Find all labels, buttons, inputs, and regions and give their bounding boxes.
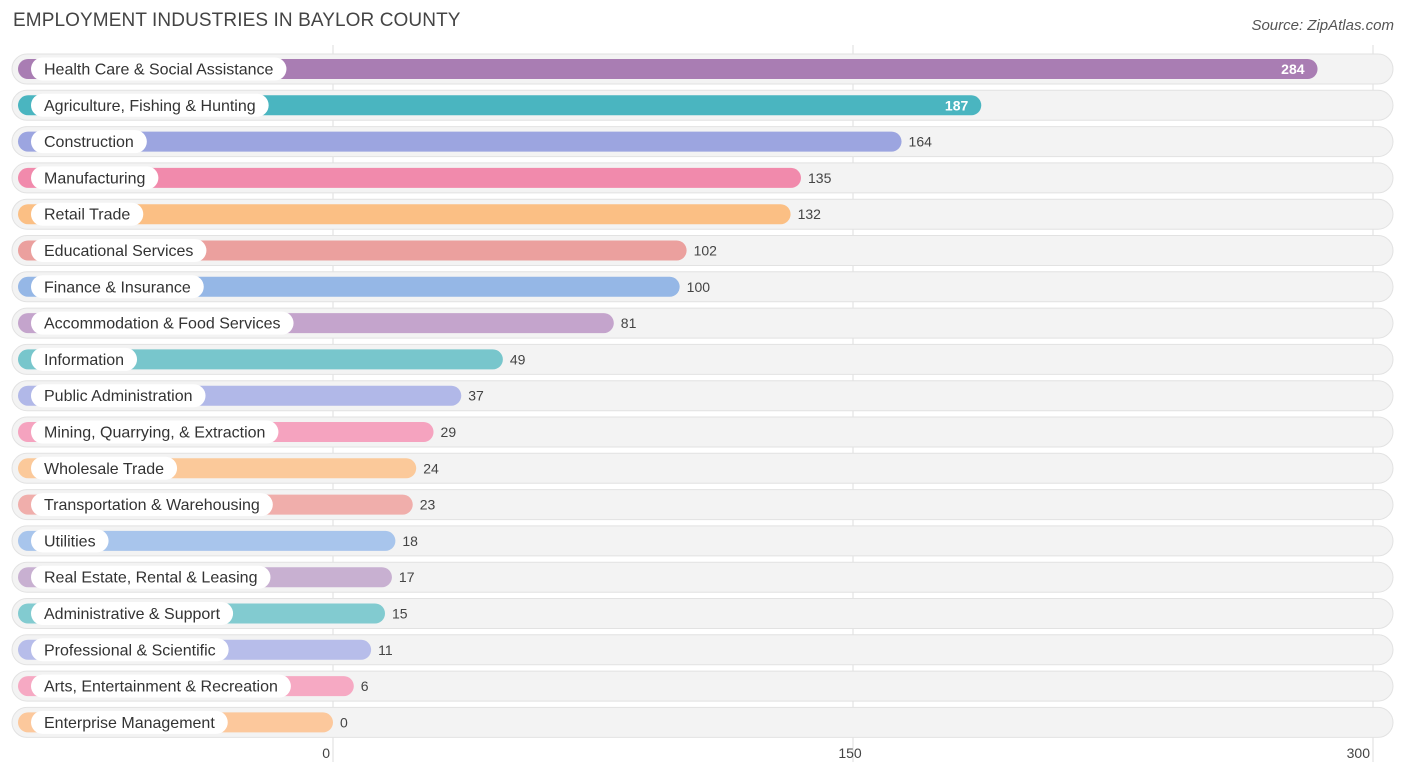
label-pill bbox=[31, 57, 287, 81]
bar bbox=[18, 131, 902, 152]
value-label: 17 bbox=[399, 569, 415, 585]
category-label: Public Administration bbox=[44, 388, 193, 405]
category-label: Wholesale Trade bbox=[44, 461, 164, 478]
category-label: Enterprise Management bbox=[44, 715, 215, 732]
bar bbox=[18, 530, 396, 551]
label-pill bbox=[31, 202, 144, 226]
bar-row: Public Administration 37 bbox=[11, 380, 1394, 412]
value-label: 15 bbox=[392, 606, 408, 622]
bar-row: Transportation & Warehousing 23 bbox=[11, 489, 1394, 521]
bar-row: Agriculture, Fishing & Hunting 187 bbox=[11, 89, 1394, 121]
category-label: Professional & Scientific bbox=[44, 642, 216, 659]
category-label: Mining, Quarrying, & Extraction bbox=[44, 425, 265, 442]
value-label: 29 bbox=[441, 424, 457, 440]
bar bbox=[18, 204, 791, 225]
tick-label: 0 bbox=[322, 745, 330, 761]
category-label: Accommodation & Food Services bbox=[44, 316, 281, 333]
bar-row: Information 49 bbox=[11, 343, 1394, 375]
value-label: 11 bbox=[378, 642, 393, 658]
value-label: 187 bbox=[945, 97, 969, 113]
bar-row: Manufacturing 135 bbox=[11, 162, 1394, 194]
bar-row: Administrative & Support 15 bbox=[11, 598, 1394, 629]
chart-source: Source: ZipAtlas.com bbox=[1251, 17, 1394, 34]
label-pill bbox=[31, 347, 138, 371]
tick-label: 150 bbox=[838, 745, 862, 761]
bar-row: Real Estate, Rental & Leasing 17 bbox=[11, 561, 1394, 593]
row-track bbox=[11, 670, 1394, 702]
category-label: Real Estate, Rental & Leasing bbox=[44, 570, 257, 587]
bar-row: Arts, Entertainment & Recreation 6 bbox=[11, 670, 1394, 702]
category-label: Transportation & Warehousing bbox=[44, 497, 260, 514]
value-label: 102 bbox=[694, 243, 718, 259]
category-label: Retail Trade bbox=[44, 207, 130, 224]
bar-row: Utilities 18 bbox=[11, 525, 1394, 557]
bar-row: Accommodation & Food Services 81 bbox=[11, 307, 1394, 339]
value-label: 6 bbox=[361, 678, 369, 694]
label-pill bbox=[31, 239, 207, 262]
label-pill bbox=[31, 493, 273, 517]
bar-row: Educational Services 102 bbox=[11, 235, 1394, 266]
bar bbox=[18, 59, 1318, 79]
value-label: 24 bbox=[423, 460, 439, 476]
category-label: Agriculture, Fishing & Hunting bbox=[44, 98, 256, 115]
bar-row: Professional & Scientific 11 bbox=[11, 634, 1394, 666]
bar-row: Wholesale Trade 24 bbox=[11, 452, 1394, 484]
value-label: 132 bbox=[798, 206, 822, 222]
category-label: Arts, Entertainment & Recreation bbox=[44, 679, 278, 696]
value-label: 284 bbox=[1281, 61, 1305, 77]
bar-row: Enterprise Management 0 bbox=[11, 706, 1394, 738]
label-pill bbox=[31, 710, 228, 734]
category-label: Information bbox=[44, 352, 124, 369]
label-pill bbox=[31, 130, 147, 154]
label-pill bbox=[31, 384, 206, 408]
value-label: 37 bbox=[468, 388, 484, 404]
bar bbox=[18, 349, 503, 370]
label-pill bbox=[31, 166, 159, 190]
category-label: Health Care & Social Assistance bbox=[44, 62, 274, 79]
value-label: 49 bbox=[510, 351, 526, 367]
row-track bbox=[11, 706, 1394, 738]
label-pill bbox=[31, 311, 294, 335]
label-pill bbox=[31, 529, 109, 553]
bar bbox=[18, 167, 801, 188]
value-label: 164 bbox=[909, 134, 933, 150]
bar-row: Construction 164 bbox=[11, 126, 1394, 158]
label-pill bbox=[31, 565, 271, 589]
value-label: 0 bbox=[340, 714, 348, 730]
category-label: Utilities bbox=[44, 533, 96, 550]
label-pill bbox=[31, 93, 269, 117]
category-label: Administrative & Support bbox=[44, 606, 221, 623]
category-label: Manufacturing bbox=[44, 170, 145, 187]
bar-row: Retail Trade 132 bbox=[11, 198, 1394, 230]
tick-label: 300 bbox=[1347, 745, 1371, 761]
label-pill bbox=[31, 638, 229, 662]
value-label: 23 bbox=[420, 497, 436, 513]
value-label: 81 bbox=[621, 315, 637, 331]
value-label: 135 bbox=[808, 170, 832, 186]
bar-row: Mining, Quarrying, & Extraction 29 bbox=[11, 416, 1394, 448]
label-pill bbox=[31, 674, 291, 698]
chart-title: EMPLOYMENT INDUSTRIES IN BAYLOR COUNTY bbox=[13, 10, 461, 31]
category-label: Construction bbox=[44, 134, 134, 151]
bar-row: Health Care & Social Assistance 284 bbox=[11, 53, 1394, 85]
bar-row: Finance & Insurance 100 bbox=[11, 271, 1394, 303]
label-pill bbox=[31, 602, 234, 625]
category-label: Finance & Insurance bbox=[44, 279, 191, 296]
value-label: 100 bbox=[687, 279, 711, 295]
label-pill bbox=[31, 456, 178, 480]
category-label: Educational Services bbox=[44, 243, 193, 260]
label-pill bbox=[31, 420, 279, 444]
value-label: 18 bbox=[402, 533, 418, 549]
label-pill bbox=[31, 275, 204, 299]
